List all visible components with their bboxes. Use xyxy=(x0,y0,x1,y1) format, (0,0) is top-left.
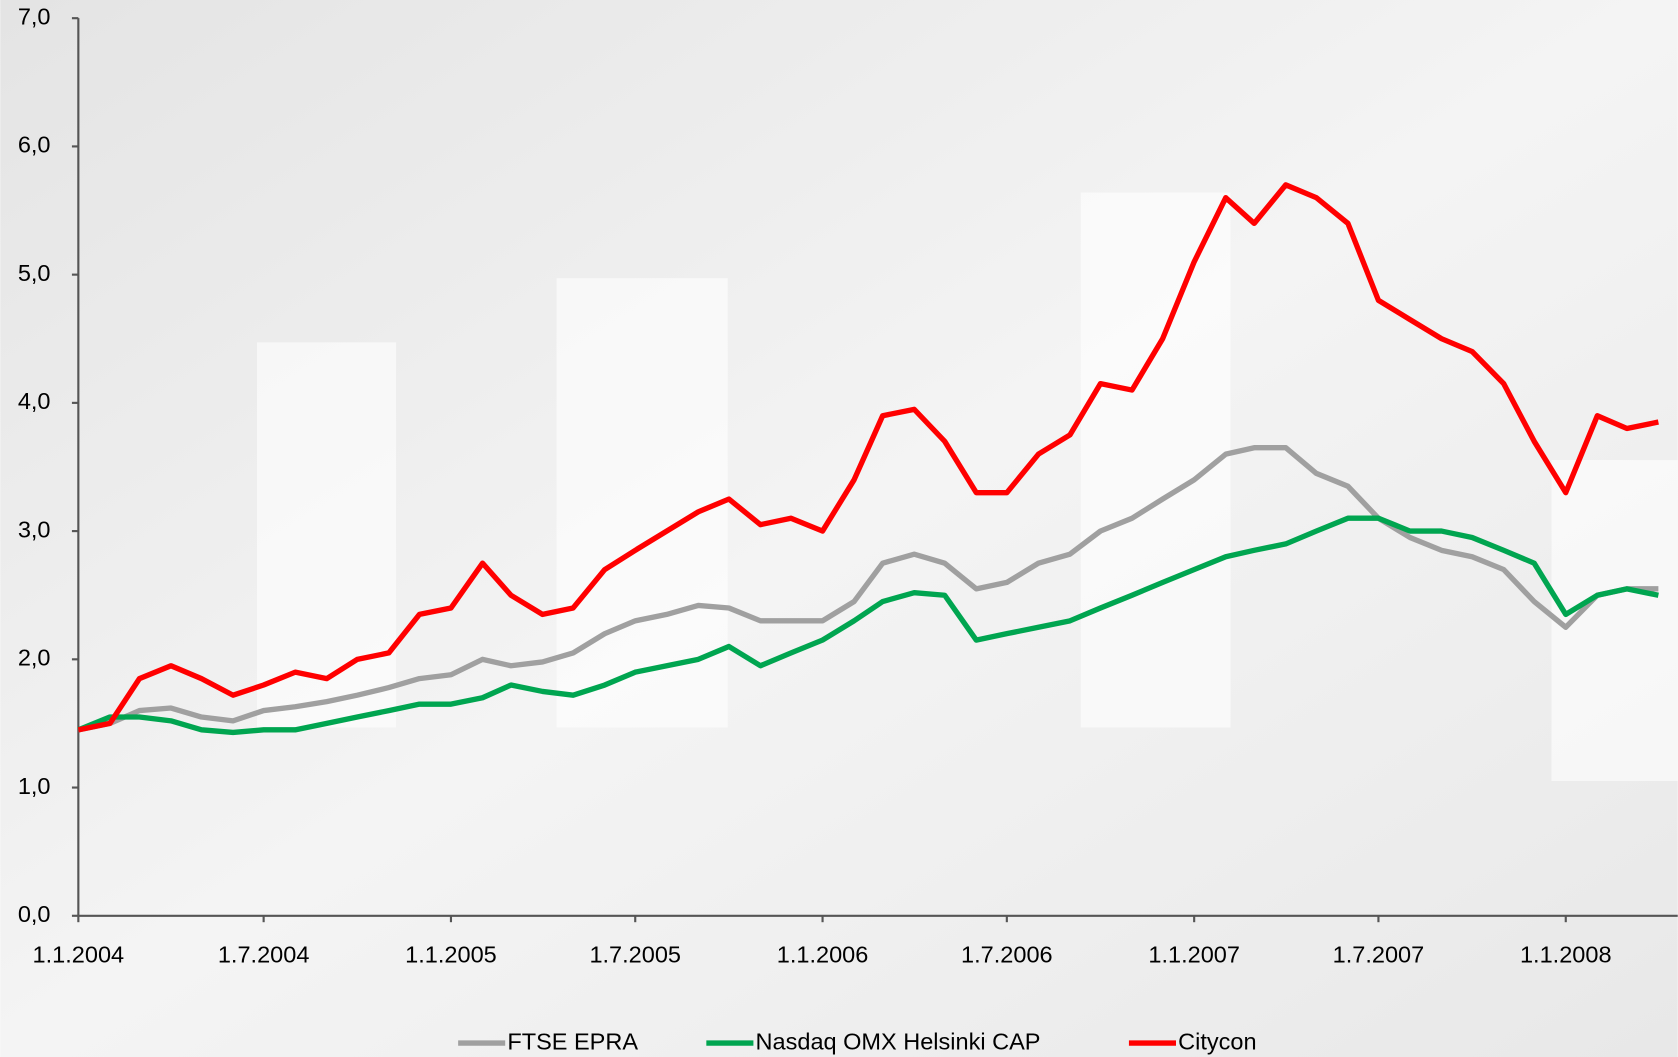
x-tick-label: 1.7.2004 xyxy=(218,942,310,968)
y-tick-label: 4,0 xyxy=(18,388,51,414)
x-tick-label: 1.7.2006 xyxy=(961,942,1053,968)
x-tick-label: 1.7.2007 xyxy=(1333,942,1425,968)
y-tick-label: 0,0 xyxy=(18,901,51,927)
x-tick-label: 1.7.2005 xyxy=(589,942,681,968)
series-line xyxy=(77,445,1659,733)
x-tick-label: 1.1.2004 xyxy=(33,942,125,968)
legend-label: Citycon xyxy=(1178,1028,1256,1054)
x-tick-label: 1.1.2005 xyxy=(405,942,497,968)
y-tick-label: 2,0 xyxy=(18,645,51,671)
legend-label: FTSE EPRA xyxy=(507,1028,638,1054)
y-tick-label: 6,0 xyxy=(18,132,51,158)
x-tick-label: 1.1.2006 xyxy=(777,942,869,968)
series-line xyxy=(77,182,1659,733)
y-tick-label: 1,0 xyxy=(18,773,51,799)
x-tick-label: 1.1.2007 xyxy=(1148,942,1240,968)
y-tick-label: 7,0 xyxy=(18,3,51,29)
series-line xyxy=(77,515,1659,736)
y-tick-label: 3,0 xyxy=(18,516,51,542)
x-tick-label: 1.1.2008 xyxy=(1520,942,1612,968)
y-tick-label: 5,0 xyxy=(18,260,51,286)
legend-label: Nasdaq OMX Helsinki CAP xyxy=(756,1028,1041,1054)
